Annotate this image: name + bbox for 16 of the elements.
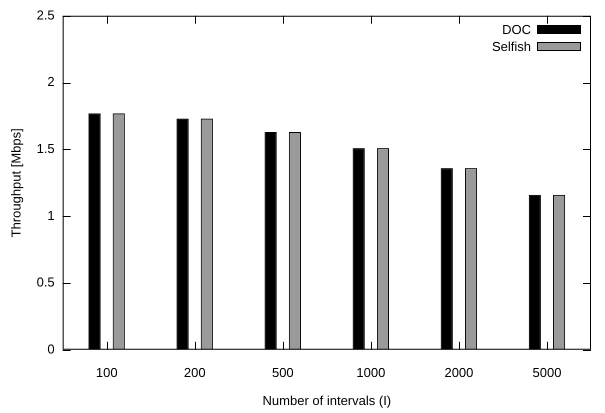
y-tick-label: 1.5	[36, 140, 55, 156]
x-tick-label: 1000	[356, 365, 386, 380]
y-tick-label: 2	[47, 74, 55, 90]
legend-label: Selfish	[492, 38, 531, 55]
y-tick-label: 2.5	[36, 7, 55, 22]
y-axis-title: Throughput [Mbps]	[8, 128, 24, 238]
y-tick-label: 0	[47, 341, 55, 356]
x-axis-title: Number of intervals (I)	[262, 392, 392, 408]
legend-label: DOC	[502, 20, 531, 38]
x-tick-label: 2000	[444, 365, 474, 380]
x-tick-label: 500	[272, 365, 294, 380]
x-tick-label: 200	[184, 365, 206, 380]
x-tick-label: 100	[96, 365, 118, 380]
y-tick-label: 0.5	[36, 274, 55, 290]
y-tick-label: 1	[47, 208, 55, 223]
x-tick-label: 5000	[532, 365, 562, 380]
